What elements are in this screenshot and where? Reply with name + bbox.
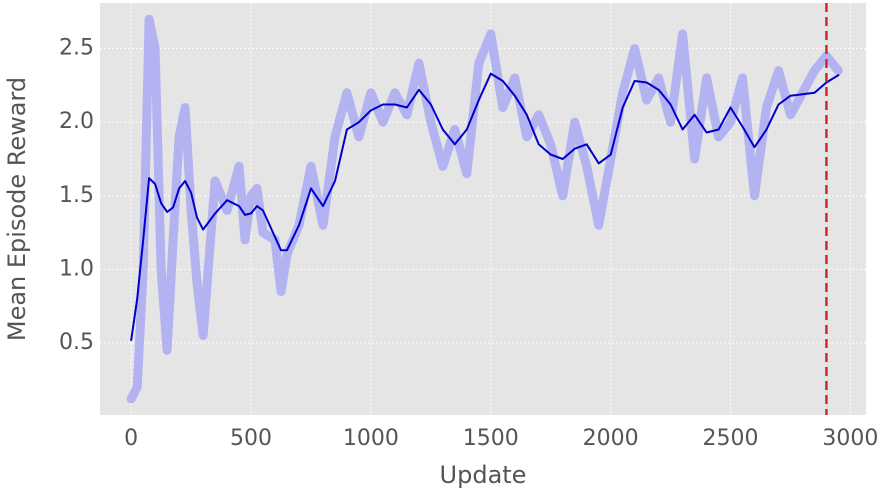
y-tick-label: 0.5	[59, 330, 94, 355]
x-tick-label: 1000	[343, 426, 399, 451]
x-tick-label: 3000	[822, 426, 878, 451]
x-tick-label: 500	[230, 426, 272, 451]
y-tick-label: 1.5	[59, 183, 94, 208]
y-axis-label: Mean Episode Reward	[3, 77, 31, 341]
x-axis-label: Update	[440, 461, 527, 489]
series-line	[126, 14, 843, 404]
x-tick-label: 2500	[703, 426, 759, 451]
y-tick-label: 1.0	[59, 256, 94, 281]
y-tick-label: 2.0	[59, 109, 94, 134]
y-tick-label: 2.5	[59, 36, 94, 61]
x-tick-label: 1500	[463, 426, 519, 451]
x-tick-label: 2000	[583, 426, 639, 451]
x-tick-label: 0	[124, 426, 138, 451]
series-line	[130, 72, 840, 341]
